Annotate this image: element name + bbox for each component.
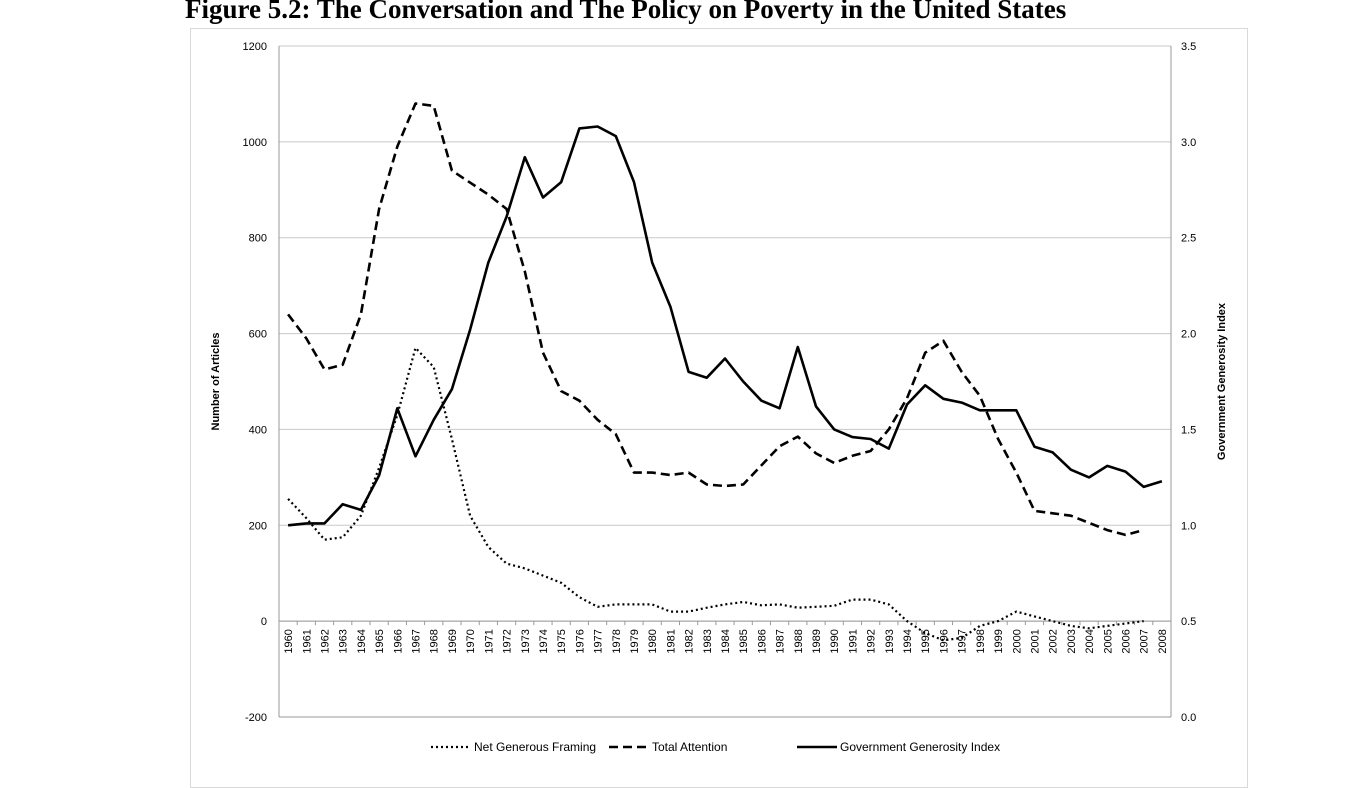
x-tick-label: 1974 (538, 629, 550, 653)
y-tick-label: 0 (261, 616, 267, 628)
y2-tick-label: 2.5 (1181, 233, 1196, 245)
line-chart: 1960 1961 1962 1963 1964 1965 1966 1967 1968 1969… (210, 41, 1228, 754)
series-line-total-attention (287, 102, 1145, 537)
gridlines (279, 45, 1171, 622)
x-tick-label: 1996 (938, 629, 950, 653)
series-lines (287, 102, 1163, 642)
y-tick-label: 1000 (243, 137, 267, 149)
x-tick-label: 1998 (975, 629, 987, 653)
x-tick-label: 1962 (320, 629, 332, 653)
x-tick-label: 2006 (1120, 629, 1132, 653)
x-tick-label: 1993 (884, 629, 896, 653)
x-tick-label: 1973 (520, 629, 532, 653)
x-tick-label: 1966 (392, 629, 404, 653)
x-tick-label: 1990 (829, 629, 841, 653)
x-tick-label: 1989 (811, 629, 823, 653)
x-tick-label: 1986 (756, 629, 768, 653)
x-tick-label: 1988 (793, 629, 805, 653)
x-tick-label: 2007 (1139, 629, 1151, 653)
y2-tick-label: 3.0 (1181, 137, 1196, 149)
y2-axis-tick-labels: 3.5 3.0 2.5 2.0 1.5 1.0 0.5 0.0 (1181, 41, 1196, 724)
x-tick-label: 1985 (738, 629, 750, 653)
x-tick-label: 2000 (1011, 629, 1023, 653)
x-tick-label: 1983 (702, 629, 714, 653)
x-tick-label: 1965 (374, 629, 386, 653)
y-tick-label: 800 (249, 233, 267, 245)
x-tick-label: 1995 (920, 629, 932, 653)
x-axis-tick-labels: 1960 1961 1962 1963 1964 1965 1966 1967 1968 1969… (283, 629, 1169, 653)
legend: Net Generous Framing Total Attention Gover… (431, 740, 1000, 754)
x-tick-label: 1994 (902, 629, 914, 653)
x-tick-label: 1977 (593, 629, 605, 653)
y-axis-tick-labels: 1200 1000 800 600 400 200 0 -200 (243, 41, 267, 724)
y2-tick-label: 3.5 (1181, 41, 1196, 53)
chart-frame: 1960 1961 1962 1963 1964 1965 1966 1967 1968 1969… (190, 28, 1248, 788)
x-tick-label: 1979 (629, 629, 641, 653)
y2-tick-label: 1.0 (1181, 520, 1196, 532)
x-tick-label: 1970 (465, 629, 477, 653)
x-tick-label: 2001 (1029, 629, 1041, 653)
y2-tick-label: 2.0 (1181, 329, 1196, 341)
x-tick-label: 1978 (611, 629, 623, 653)
y-axis-label: Number of Articles (210, 332, 222, 430)
y2-axis-label: Government Generosity Index (1216, 302, 1228, 460)
y-tick-label: -200 (245, 712, 267, 724)
x-tick-label: 1967 (411, 629, 423, 653)
y-tick-label: 600 (249, 329, 267, 341)
x-tick-label: 1961 (301, 629, 313, 653)
y2-tick-label: 0.5 (1181, 616, 1196, 628)
x-tick-label: 1980 (647, 629, 659, 653)
x-tick-label: 1997 (957, 629, 969, 653)
y-tick-label: 1200 (243, 41, 267, 53)
x-tick-label: 1992 (866, 629, 878, 653)
x-tick-label: 1981 (665, 629, 677, 653)
x-tick-label: 2008 (1157, 629, 1169, 653)
series-line-government-generosity-index (287, 125, 1163, 527)
x-tick-label: 1964 (356, 629, 368, 653)
x-tick-label: 2005 (1102, 629, 1114, 653)
x-tick-label: 1987 (775, 629, 787, 653)
legend-label: Government Generosity Index (840, 740, 1000, 754)
x-tick-label: 1999 (993, 629, 1005, 653)
series-line-net-generous-framing (287, 346, 1144, 642)
legend-label: Net Generous Framing (474, 740, 596, 754)
legend-label: Total Attention (652, 740, 727, 754)
y2-tick-label: 0.0 (1181, 712, 1196, 724)
y2-tick-label: 1.5 (1181, 424, 1196, 436)
x-tick-label: 1972 (502, 629, 514, 653)
y-tick-label: 400 (249, 424, 267, 436)
x-tick-label: 1982 (684, 629, 696, 653)
x-tick-label: 1960 (283, 629, 295, 653)
x-tick-label: 1976 (574, 629, 586, 653)
x-tick-label: 1975 (556, 629, 568, 653)
x-tick-label: 1969 (447, 629, 459, 653)
y-tick-label: 200 (249, 520, 267, 532)
x-tick-label: 2003 (1066, 629, 1078, 653)
x-tick-label: 1968 (429, 629, 441, 653)
x-tick-label: 1963 (338, 629, 350, 653)
x-tick-label: 2004 (1084, 629, 1096, 653)
x-tick-label: 2002 (1048, 629, 1060, 653)
x-tick-label: 1984 (720, 629, 732, 653)
axes (278, 46, 1172, 718)
x-tick-label: 1991 (847, 629, 859, 653)
x-tick-label: 1971 (483, 629, 495, 653)
figure-title: Figure 5.2: The Conversation and The Pol… (185, 0, 1067, 24)
